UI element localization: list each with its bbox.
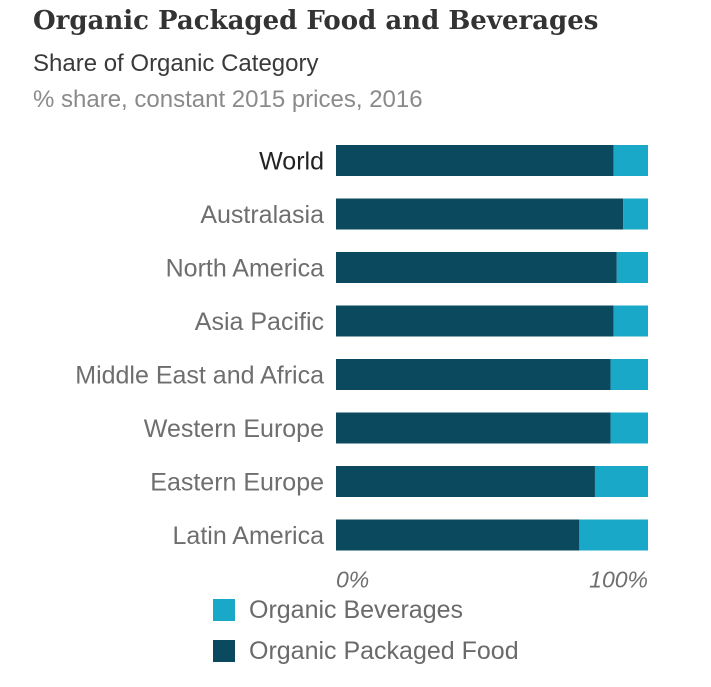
bar-organic-beverages-australasia (623, 198, 648, 230)
legend-swatch-organic-beverages (213, 599, 235, 621)
legend-label-organic-packaged-food: Organic Packaged Food (249, 636, 519, 665)
bar-organic-packaged-food-middle-east-and-africa (336, 359, 611, 390)
x-tick-label-1: 100% (589, 567, 648, 593)
bar-organic-beverages-latin-america (579, 519, 648, 551)
bar-organic-packaged-food-eastern-europe (336, 466, 595, 497)
bar-organic-packaged-food-world (336, 145, 614, 176)
category-label-world: World (259, 148, 324, 176)
bar-organic-packaged-food-latin-america (336, 519, 580, 551)
bar-organic-packaged-food-north-america (336, 252, 617, 283)
legend-item-organic-packaged-food: Organic Packaged Food (213, 636, 519, 666)
category-label-eastern-europe: Eastern Europe (150, 469, 324, 497)
chart-unit-note: % share, constant 2015 prices, 2016 (33, 86, 423, 113)
category-label-north-america: North America (166, 255, 324, 283)
category-label-australasia: Australasia (200, 201, 324, 229)
x-tick-label-0: 0% (336, 567, 369, 593)
bar-organic-beverages-asia-pacific (613, 305, 648, 337)
bar-organic-packaged-food-australasia (336, 198, 624, 230)
category-label-western-europe: Western Europe (144, 415, 324, 443)
bar-organic-beverages-western-europe (610, 412, 648, 444)
bar-organic-packaged-food-western-europe (336, 412, 611, 444)
category-label-asia-pacific: Asia Pacific (195, 308, 324, 336)
bar-organic-beverages-north-america (616, 252, 648, 283)
category-label-middle-east-and-africa: Middle East and Africa (75, 362, 324, 390)
category-label-latin-america: Latin America (173, 522, 325, 550)
legend-swatch-organic-packaged-food (213, 640, 235, 662)
legend-item-organic-beverages: Organic Beverages (213, 595, 463, 625)
chart-subtitle: Share of Organic Category (33, 50, 319, 77)
stacked-bar-chart: World Australasia North America Asia Pacifi… (75, 145, 648, 593)
legend-label-organic-beverages: Organic Beverages (249, 595, 464, 624)
bar-organic-packaged-food-asia-pacific (336, 305, 614, 337)
chart-title: Organic Packaged Food and Beverages (33, 6, 599, 36)
bar-organic-beverages-eastern-europe (594, 466, 648, 497)
bar-organic-beverages-middle-east-and-africa (610, 359, 648, 390)
bar-organic-beverages-world (613, 145, 648, 176)
